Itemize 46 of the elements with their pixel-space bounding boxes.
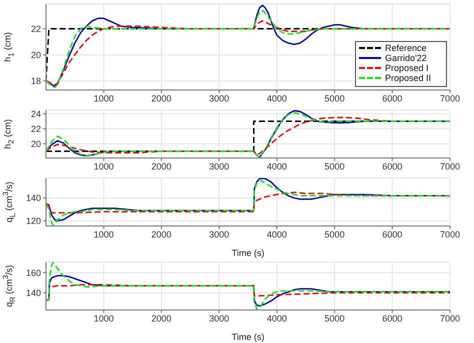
x-tick-label: 2000 xyxy=(151,161,172,172)
x-tick-label: 3000 xyxy=(209,313,230,324)
line-series xyxy=(46,262,450,310)
x-tick-label: 2000 xyxy=(151,313,172,324)
x-tick-label: 7000 xyxy=(440,93,460,104)
x-axis-title: Time (s) xyxy=(232,248,264,258)
legend-label: Garrido'22 xyxy=(385,53,427,63)
x-tick-label: 1000 xyxy=(94,161,114,172)
x-tick-label: 4000 xyxy=(266,161,287,172)
y-tick-label: 140 xyxy=(26,288,41,298)
y-tick-label: 120 xyxy=(26,216,41,226)
x-tick-label: 1000 xyxy=(94,229,114,240)
legend-label: Proposed II xyxy=(385,73,432,83)
x-axis-title: Time (s) xyxy=(232,332,264,342)
x-tick-label: 5000 xyxy=(324,313,345,324)
y-tick-label: 18 xyxy=(30,76,41,86)
x-tick-label: 1000 xyxy=(94,313,114,324)
y-tick-label: 160 xyxy=(26,268,41,278)
legend-label: Reference xyxy=(385,43,427,53)
x-tick-label: 1000 xyxy=(94,93,114,104)
x-tick-label: 6000 xyxy=(382,229,402,240)
x-tick-label: 6000 xyxy=(382,93,402,104)
y-tick-label: 22 xyxy=(30,24,41,34)
x-tick-label: 4000 xyxy=(266,229,287,240)
x-tick-label: 6000 xyxy=(382,313,402,324)
line-series xyxy=(46,20,450,86)
x-tick-label: 5000 xyxy=(324,229,345,240)
y-tick-label: 24 xyxy=(30,108,41,119)
x-tick-label: 3000 xyxy=(209,161,230,172)
x-tick-label: 5000 xyxy=(324,93,345,104)
y-tick-label: 20 xyxy=(30,138,41,149)
x-tick-label: 7000 xyxy=(440,161,460,172)
x-tick-label: 5000 xyxy=(324,161,345,172)
legend-label: Proposed I xyxy=(385,63,429,73)
x-tick-label: 4000 xyxy=(266,93,287,104)
x-tick-label: 6000 xyxy=(382,161,402,172)
x-tick-label: 3000 xyxy=(209,229,230,240)
x-tick-label: 3000 xyxy=(209,93,230,104)
x-tick-label: 4000 xyxy=(266,313,287,324)
y-tick-label: 20 xyxy=(30,50,41,60)
y-tick-label: 140 xyxy=(26,193,41,204)
y-tick-label: 22 xyxy=(30,124,41,134)
x-tick-label: 2000 xyxy=(151,229,172,240)
x-tick-label: 2000 xyxy=(151,93,172,104)
x-tick-label: 7000 xyxy=(440,313,460,324)
x-tick-label: 7000 xyxy=(440,229,460,240)
